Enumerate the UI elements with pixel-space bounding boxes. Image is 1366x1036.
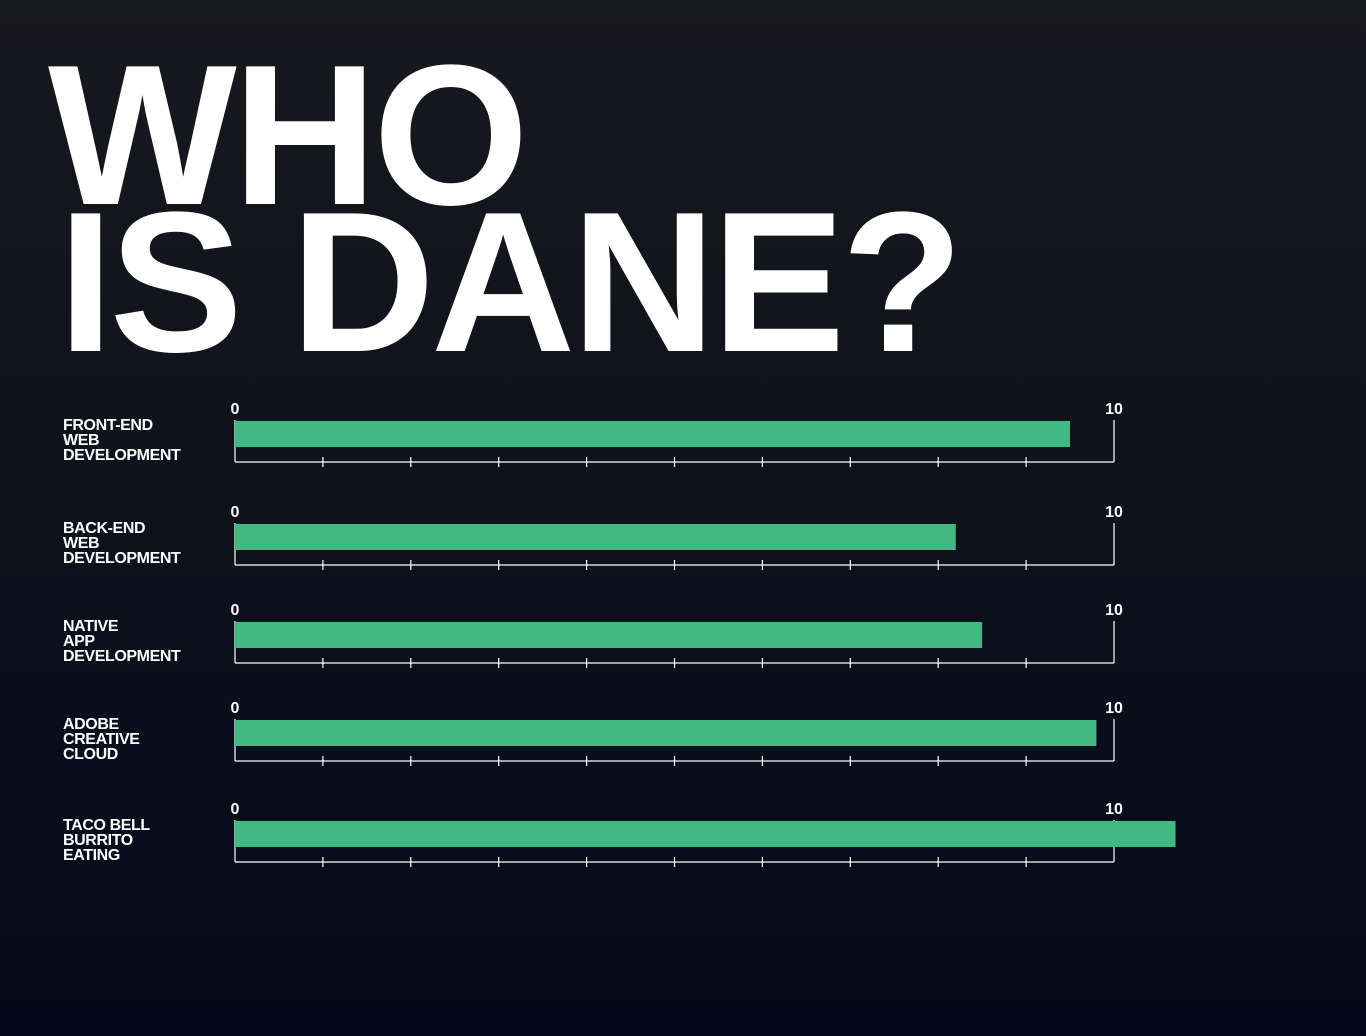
x-tick-label: 10 (1105, 700, 1123, 717)
x-tick-label: 10 (1105, 801, 1123, 818)
bar (235, 421, 1071, 447)
x-tick-label: 0 (231, 401, 240, 418)
x-tick-label: 10 (1105, 602, 1123, 619)
x-tick-label: 10 (1105, 504, 1123, 521)
skill-label: BACK-END WEB DEVELOPMENT (63, 520, 181, 567)
title-line: IS DANE? (58, 171, 959, 394)
bar (235, 622, 983, 648)
bar (235, 524, 956, 550)
x-tick-label: 10 (1105, 401, 1123, 418)
x-tick-label: 0 (231, 602, 240, 619)
skill-label: TACO BELL BURRITO EATING (63, 817, 150, 864)
x-tick-label: 0 (231, 700, 240, 717)
x-tick-label: 0 (231, 504, 240, 521)
skill-label: ADOBE CREATIVE CLOUD (63, 716, 140, 763)
skill-label: NATIVE APP DEVELOPMENT (63, 618, 181, 665)
skill-label: FRONT-END WEB DEVELOPMENT (63, 417, 181, 464)
bar (235, 720, 1097, 746)
x-tick-label: 0 (231, 801, 240, 818)
bar (235, 821, 1176, 847)
title-line: WHO (48, 24, 525, 247)
